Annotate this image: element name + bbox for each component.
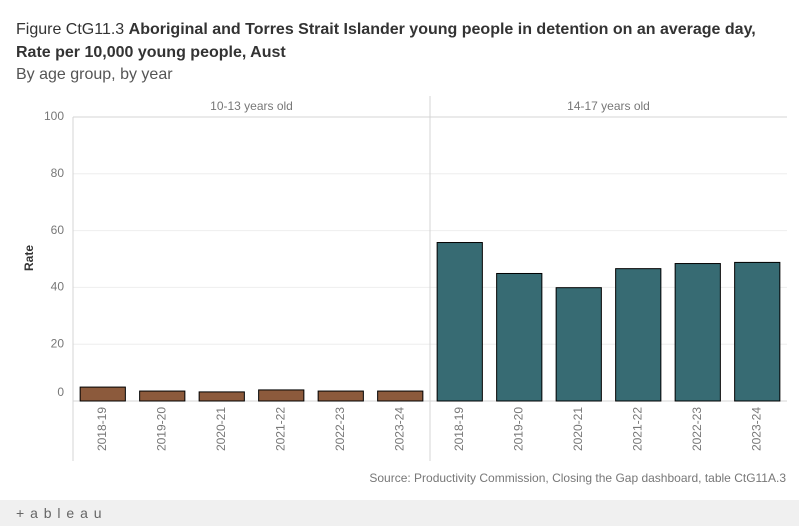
y-axis-label: Rate [22, 245, 36, 271]
footer: + a b l e a u [0, 500, 799, 526]
title-prefix: Figure CtG11.3 [16, 21, 125, 38]
x-tick-label: 2018-19 [95, 407, 109, 451]
bar [615, 268, 662, 402]
bar [258, 389, 305, 402]
bar [377, 390, 424, 402]
y-tick-label: 0 [57, 385, 64, 399]
x-tick-label: 2022-23 [333, 407, 347, 451]
panel-header: 14-17 years old [567, 99, 650, 113]
x-tick-label: 2021-22 [630, 407, 644, 451]
bar [79, 386, 126, 402]
bar [555, 287, 602, 402]
x-tick-label: 2020-21 [571, 407, 585, 451]
y-tick-label: 60 [51, 223, 65, 237]
x-tick-label: 2023-24 [392, 407, 406, 451]
y-tick-label: 100 [44, 109, 64, 123]
title-main: Aboriginal and Torres Strait Islander yo… [16, 21, 756, 61]
bar [734, 261, 781, 402]
footer-logo: + a b l e a u [16, 505, 103, 521]
x-tick-label: 2023-24 [749, 407, 763, 451]
bar [139, 390, 186, 402]
y-tick-label: 80 [51, 166, 65, 180]
panel-header: 10-13 years old [210, 99, 293, 113]
y-tick-label: 40 [51, 280, 65, 294]
bar [198, 391, 245, 402]
x-tick-label: 2019-20 [511, 407, 525, 451]
x-tick-label: 2021-22 [273, 407, 287, 451]
bar [436, 242, 483, 402]
x-tick-label: 2018-19 [452, 407, 466, 451]
chart: Rate Source: Productivity Commission, Cl… [22, 96, 787, 485]
subtitle: By age group, by year [16, 66, 173, 83]
x-tick-label: 2020-21 [214, 407, 228, 451]
bar [674, 263, 721, 402]
source: Source: Productivity Commission, Closing… [369, 471, 786, 485]
x-tick-label: 2019-20 [154, 407, 168, 451]
bar [496, 272, 543, 402]
bar [317, 390, 364, 402]
x-tick-label: 2022-23 [690, 407, 704, 451]
title: Figure CtG11.3 Aboriginal and Torres Str… [16, 18, 786, 64]
y-tick-label: 20 [51, 336, 65, 350]
